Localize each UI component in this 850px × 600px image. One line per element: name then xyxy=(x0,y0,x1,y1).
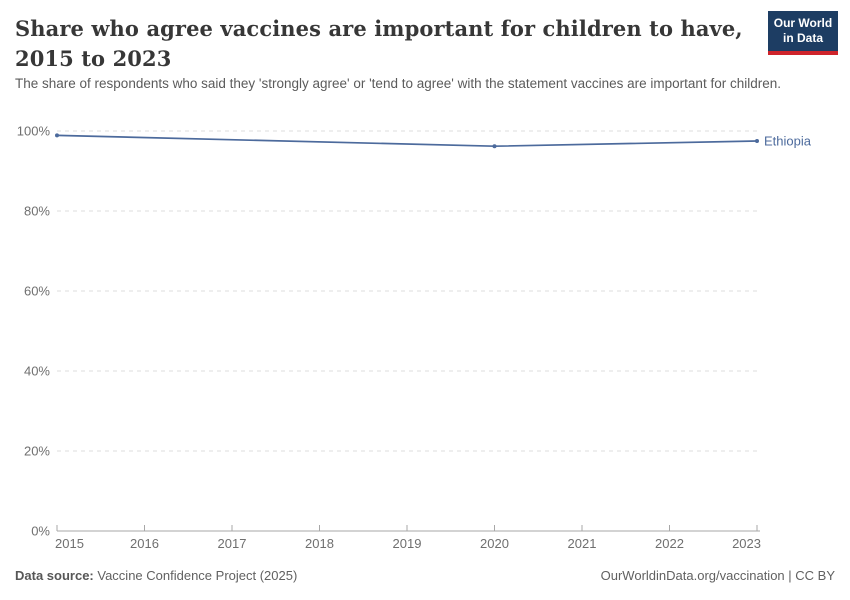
x-axis-tick-label: 2023 xyxy=(732,536,761,551)
y-axis-tick-label: 0% xyxy=(31,524,50,539)
x-axis: 2015 2016 2017 2018 2019 2020 2021 2022 2023 xyxy=(55,525,761,551)
y-axis-tick-label: 80% xyxy=(24,204,50,219)
x-axis-tick-label: 2020 xyxy=(480,536,509,551)
data-point-marker xyxy=(55,133,59,138)
x-axis-tick-label: 2022 xyxy=(655,536,684,551)
data-series: Ethiopia xyxy=(55,133,812,149)
data-source-label: Data source: xyxy=(15,568,94,583)
gridlines xyxy=(57,130,757,452)
owid-logo-line1: Our World xyxy=(773,16,833,30)
x-axis-tick-label: 2019 xyxy=(393,536,422,551)
x-axis-tick-label: 2017 xyxy=(218,536,247,551)
x-axis-tick-label: 2015 xyxy=(55,536,84,551)
chart-title: Share who agree vaccines are important f… xyxy=(15,16,743,71)
y-axis-tick-label: 60% xyxy=(24,284,50,299)
owid-link[interactable]: OurWorldinData.org/vaccination xyxy=(600,568,785,583)
y-axis-tick-label: 20% xyxy=(24,444,50,459)
data-source-value: Vaccine Confidence Project (2025) xyxy=(97,568,298,583)
owid-logo-line2: in Data xyxy=(782,31,823,45)
license-label: CC BY xyxy=(795,568,835,583)
y-axis-tick-label: 100% xyxy=(17,124,51,139)
attribution-separator: | xyxy=(784,568,796,583)
x-axis-tick-label: 2018 xyxy=(305,536,334,551)
series-line-ethiopia xyxy=(56,134,758,148)
data-point-marker xyxy=(492,144,497,149)
chart-subtitle: The share of respondents who said they '… xyxy=(15,76,781,91)
x-axis-tick-label: 2021 xyxy=(568,536,597,551)
data-source: Data source: Vaccine Confidence Project … xyxy=(15,568,297,583)
attribution: OurWorldinData.org/vaccination | CC BY xyxy=(601,568,835,583)
data-point-marker xyxy=(755,139,759,143)
y-axis-tick-labels: 0% 20% 40% 60% 80% 100% xyxy=(17,124,51,539)
chart-footer: Data source: Vaccine Confidence Project … xyxy=(15,568,835,583)
owid-logo[interactable]: Our World in Data xyxy=(768,11,838,55)
x-axis-tick-label: 2016 xyxy=(130,536,159,551)
y-axis-tick-label: 40% xyxy=(24,364,50,379)
series-label-ethiopia: Ethiopia xyxy=(764,134,812,149)
